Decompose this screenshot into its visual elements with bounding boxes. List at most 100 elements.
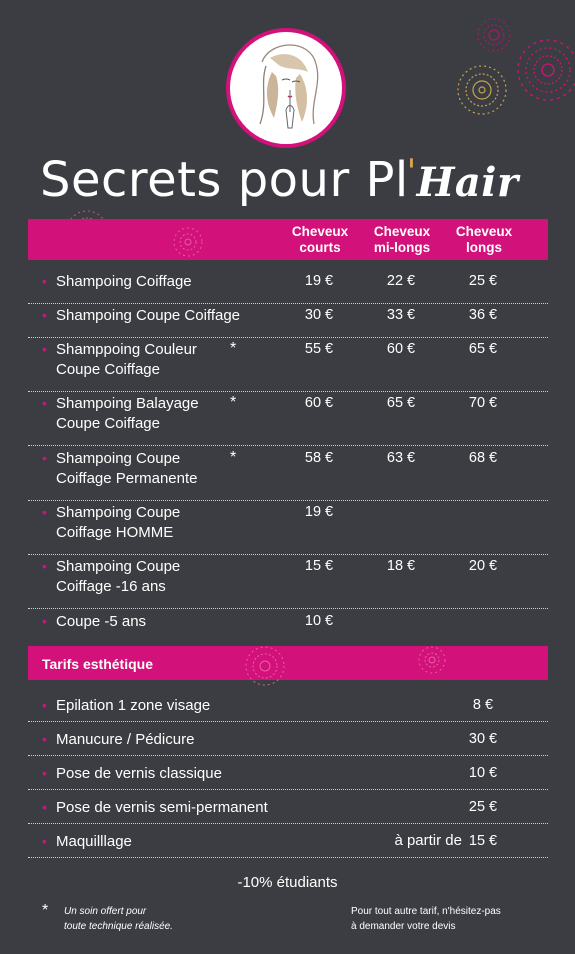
row-divider — [28, 608, 548, 609]
row-divider — [28, 755, 548, 756]
row-divider — [28, 554, 548, 555]
bullet-icon: • — [42, 273, 47, 289]
esthetique-price-row: • Manucure / Pédicure 30 € — [28, 730, 548, 754]
price-prefix: à partir de — [394, 832, 462, 849]
service-name: Pose de vernis classique — [56, 765, 222, 782]
footnote-other-tariffs: Pour tout autre tarif, n'hésitez-pas à d… — [351, 906, 501, 932]
bullet-icon: • — [42, 558, 47, 574]
column-header-long: Cheveux longs — [455, 224, 513, 255]
student-discount: -10% étudiants — [237, 874, 338, 891]
price-cell: 25 € — [468, 273, 498, 289]
service-name: Shampoing Coupe Coiffage — [56, 307, 241, 324]
footnote-star-symbol: * — [42, 902, 49, 919]
hair-price-row: • Shampoing Balayage Coupe Coiffage * 60 € 6… — [28, 394, 548, 440]
title-script: Hair — [416, 159, 519, 206]
price-cell: 55 € — [304, 341, 334, 357]
esthetique-price-row: • Maquilllage à partir de 15 € — [28, 832, 548, 856]
bullet-icon: • — [42, 307, 47, 323]
price-cell: 58 € — [304, 450, 334, 466]
service-name: Shampoing Coupe Coiffage -16 ans — [56, 558, 181, 595]
page-title: Secrets pour Pl'Hair — [40, 152, 519, 212]
price-cell: 15 € — [304, 558, 334, 574]
price-cell: 19 € — [304, 504, 334, 520]
firework-decoration-esthetique-right — [418, 646, 446, 674]
hair-price-row: • Shampoing Coupe Coiffage HOMME 19 € — [28, 503, 548, 549]
service-name: Manucure / Pédicure — [56, 731, 195, 748]
price-cell: 36 € — [468, 307, 498, 323]
hair-price-row: • Shampoing Coupe Coiffage -16 ans 15 € 18 … — [28, 557, 548, 603]
price-cell: 10 € — [468, 765, 498, 781]
price-cell: 15 € — [468, 833, 498, 849]
esthetique-price-row: • Pose de vernis classique 10 € — [28, 764, 548, 788]
hair-price-row: • Shamppoing Couleur Coupe Coiffage * 55 € 6… — [28, 340, 548, 386]
price-cell: 65 € — [386, 395, 416, 411]
price-cell: 10 € — [304, 613, 334, 629]
esthetique-price-row: • Pose de vernis semi-permanent 25 € — [28, 798, 548, 822]
hair-price-row: • Shampoing Coupe Coiffage 30 € 33 € 36 € — [28, 306, 548, 332]
row-divider — [28, 337, 548, 338]
salon-logo — [226, 28, 346, 148]
row-divider — [28, 445, 548, 446]
asterisk-icon: * — [230, 394, 237, 411]
esthetique-price-row: • Epilation 1 zone visage 8 € — [28, 696, 548, 720]
hair-price-row: • Coupe -5 ans 10 € — [28, 612, 548, 638]
row-divider — [28, 823, 548, 824]
column-header-short: Cheveux courts — [291, 224, 349, 255]
title-main: Secrets pour Pl — [40, 152, 409, 208]
asterisk-icon: * — [230, 449, 237, 466]
service-name: Maquilllage — [56, 833, 132, 850]
bullet-icon: • — [42, 395, 47, 411]
bullet-icon: • — [42, 450, 47, 466]
footnote-star-text: Un soin offert pour toute technique réal… — [64, 906, 173, 932]
price-cell: 22 € — [386, 273, 416, 289]
bullet-icon: • — [42, 833, 47, 849]
hair-price-row: • Shampoing Coupe Coiffage Permanente * 58 … — [28, 449, 548, 495]
price-cell: 19 € — [304, 273, 334, 289]
service-name: Shamppoing Couleur Coupe Coiffage — [56, 341, 197, 378]
woman-illustration-icon — [259, 44, 319, 129]
price-cell: 68 € — [468, 450, 498, 466]
column-header-medium: Cheveux mi-longs — [373, 224, 431, 255]
row-divider — [28, 789, 548, 790]
bullet-icon: • — [42, 504, 47, 520]
service-name: Coupe -5 ans — [56, 613, 147, 630]
price-cell: 60 € — [304, 395, 334, 411]
row-divider — [28, 303, 548, 304]
esthetique-header — [28, 646, 548, 680]
price-cell: 65 € — [468, 341, 498, 357]
bullet-icon: • — [42, 341, 47, 357]
row-divider — [28, 500, 548, 501]
bullet-icon: • — [42, 697, 47, 713]
row-divider — [28, 721, 548, 722]
price-cell: 30 € — [304, 307, 334, 323]
price-cell: 70 € — [468, 395, 498, 411]
firework-decoration-top-right — [457, 18, 575, 115]
bullet-icon: • — [42, 799, 47, 815]
service-name: Shampoing Balayage Coupe Coiffage — [56, 395, 199, 432]
bullet-icon: • — [42, 731, 47, 747]
price-cell: 18 € — [386, 558, 416, 574]
bullet-icon: • — [42, 613, 47, 629]
price-cell: 25 € — [468, 799, 498, 815]
service-name: Epilation 1 zone visage — [56, 697, 211, 714]
service-name: Shampoing Coiffage — [56, 273, 192, 290]
row-divider — [28, 857, 548, 858]
row-divider — [28, 391, 548, 392]
asterisk-icon: * — [230, 340, 237, 357]
price-cell: 8 € — [472, 697, 494, 713]
firework-decoration-esthetique-left — [245, 646, 285, 686]
firework-decoration-header-mid — [173, 227, 203, 257]
title-apostrophe: ' — [406, 152, 417, 192]
service-name: Shampoing Coupe Coiffage HOMME — [56, 504, 181, 541]
esthetique-label: Tarifs esthétique — [42, 656, 153, 672]
hair-price-header — [28, 219, 548, 260]
service-name: Shampoing Coupe Coiffage Permanente — [56, 450, 198, 487]
service-name: Pose de vernis semi-permanent — [56, 799, 268, 816]
hair-price-row: • Shampoing Coiffage 19 € 22 € 25 € — [28, 272, 548, 298]
price-cell: 20 € — [468, 558, 498, 574]
price-cell: 30 € — [468, 731, 498, 747]
price-cell: 63 € — [386, 450, 416, 466]
price-cell: 33 € — [386, 307, 416, 323]
bullet-icon: • — [42, 765, 47, 781]
price-cell: 60 € — [386, 341, 416, 357]
